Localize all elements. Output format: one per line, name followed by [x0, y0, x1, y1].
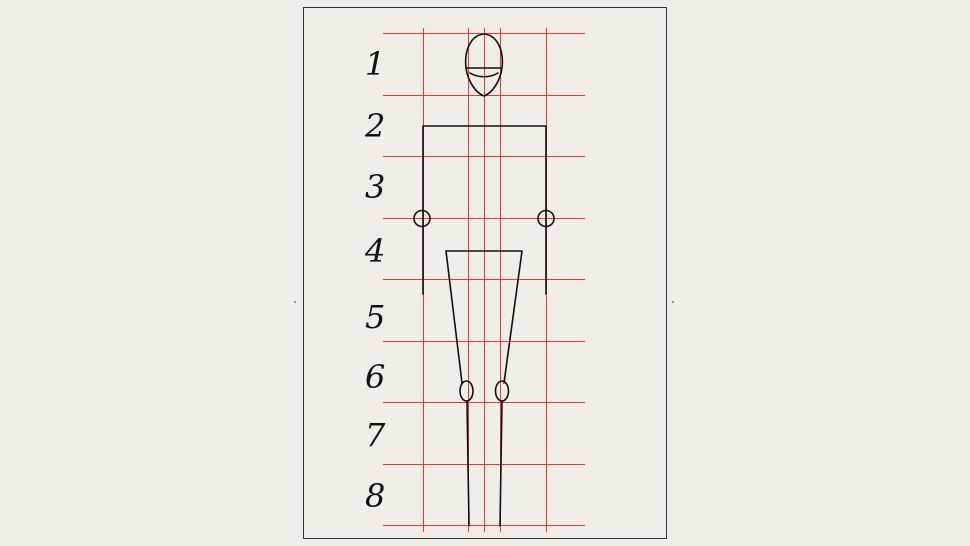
figure-sketch: [413, 33, 555, 527]
left-edge-mark: [294, 301, 296, 303]
head-jaw-line: [469, 72, 499, 78]
row-label-4: 4: [364, 232, 385, 270]
row-label-5: 5: [365, 298, 385, 336]
head: [464, 33, 504, 97]
left-elbow-joint: [413, 209, 431, 228]
right-lower-leg: [499, 400, 503, 527]
right-elbow-joint: [537, 209, 555, 228]
right-thigh: [445, 250, 523, 384]
left-thigh: [445, 250, 463, 384]
row-label-6: 6: [365, 358, 385, 396]
row-label-2: 2: [364, 107, 385, 145]
row-label-8: 8: [365, 477, 385, 515]
left-lower-leg: [466, 400, 470, 527]
row-label-1: 1: [365, 45, 385, 83]
row-label-3: 3: [365, 168, 385, 206]
row-label-7: 7: [365, 416, 386, 454]
row-labels: 1 2 3 4 5 6 7 8: [364, 45, 386, 515]
right-edge-mark: [672, 301, 674, 303]
head-outline: [464, 33, 504, 97]
